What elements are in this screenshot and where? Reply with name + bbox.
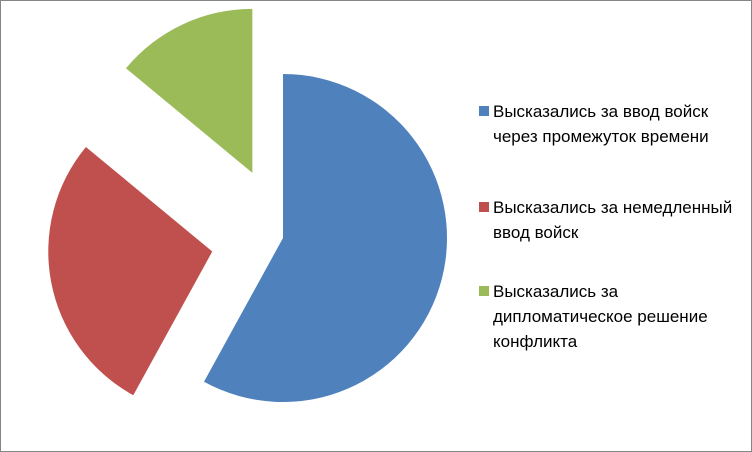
- legend-swatch: [479, 202, 489, 212]
- pie-slice: [125, 8, 253, 173]
- legend-swatch: [479, 106, 489, 116]
- legend-entry: Высказались за дипломатическое решение к…: [479, 279, 733, 354]
- legend-entry: Высказались за немедленный ввод войск: [479, 195, 733, 245]
- legend-label: Высказались за дипломатическое решение к…: [493, 282, 708, 351]
- legend-label: Высказались за ввод войск через промежут…: [493, 102, 709, 146]
- legend-entry: Высказались за ввод войск через промежут…: [479, 99, 733, 149]
- legend-label: Высказались за немедленный ввод войск: [493, 198, 733, 242]
- pie-slice: [48, 146, 213, 396]
- legend-swatch: [479, 286, 489, 296]
- pie-slice: [203, 74, 448, 402]
